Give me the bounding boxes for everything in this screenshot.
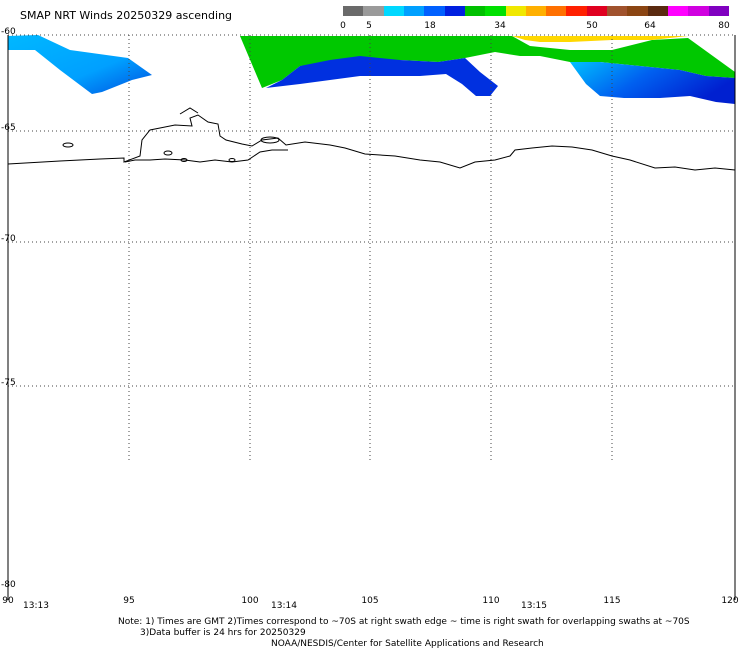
colorbar-segment [343, 6, 364, 16]
lon-label-100: 100 [241, 596, 259, 606]
colorbar-tick-label: 18 [424, 21, 436, 31]
footnote-line-3: NOAA/NESDIS/Center for Satellite Applica… [271, 639, 544, 649]
colorbar-segment [363, 6, 384, 16]
lat-label-60: -60 [1, 27, 16, 37]
wind-swath-east-blue [266, 56, 498, 96]
colorbar-tick-label: 34 [494, 21, 506, 31]
colorbar-tick-label: 0 [340, 21, 346, 31]
colorbar-segment [383, 6, 404, 16]
antarctic-coastline [7, 107, 736, 171]
chart-title: SMAP NRT Winds 20250329 ascending [20, 9, 233, 22]
lat-label-80: -80 [1, 580, 16, 590]
footnote-line-2: 3)Data buffer is 24 hrs for 20250329 [140, 628, 306, 638]
lon-label-95: 95 [123, 596, 135, 606]
time-label-3: 13:15 [521, 601, 547, 611]
colorbar-tick-label: 64 [644, 21, 656, 31]
lon-label-120: 120 [721, 596, 739, 606]
colorbar-segment [708, 6, 729, 16]
wind-swath-east-green [240, 36, 735, 88]
lat-label-65: -65 [1, 123, 16, 133]
colorbar-tick-label: 80 [718, 21, 730, 31]
colorbar-segment [647, 6, 668, 16]
footnote-line-1: Note: 1) Times are GMT 2)Times correspon… [118, 617, 690, 627]
colorbar-segment [668, 6, 689, 16]
lon-label-105: 105 [361, 596, 379, 606]
wind-swath-east-yellow [512, 36, 688, 42]
colorbar-segment [586, 6, 608, 16]
colorbar-segment [424, 6, 445, 16]
colorbar-segment [485, 6, 506, 16]
colorbar-segment [505, 6, 526, 16]
colorbar-segment [525, 6, 547, 16]
lon-label-90: 90 [2, 596, 14, 606]
colorbar-segment [566, 6, 587, 16]
lat-label-75: -75 [1, 378, 16, 388]
colorbar-tick-label: 5 [366, 21, 372, 31]
time-label-2: 13:14 [271, 601, 297, 611]
colorbar-segment [546, 6, 567, 16]
colorbar-segment [627, 6, 648, 16]
graticule [8, 34, 735, 463]
lon-label-115: 115 [603, 596, 621, 606]
wind-swath-east-right [570, 62, 735, 104]
colorbar-segment [444, 6, 465, 16]
colorbar-segment [464, 6, 486, 16]
colorbar-segment [403, 6, 425, 16]
wind-swath-west [8, 35, 152, 94]
colorbar-segment [607, 6, 628, 16]
colorbar-segment [688, 6, 709, 16]
footnote: Note: 1) Times are GMT 2)Times correspon… [118, 617, 690, 650]
wind-speed-colorbar [343, 6, 729, 16]
time-label-1: 13:13 [23, 601, 49, 611]
colorbar-tick-label: 50 [586, 21, 598, 31]
lat-label-70: -70 [1, 234, 16, 244]
lon-label-110: 110 [482, 596, 500, 606]
